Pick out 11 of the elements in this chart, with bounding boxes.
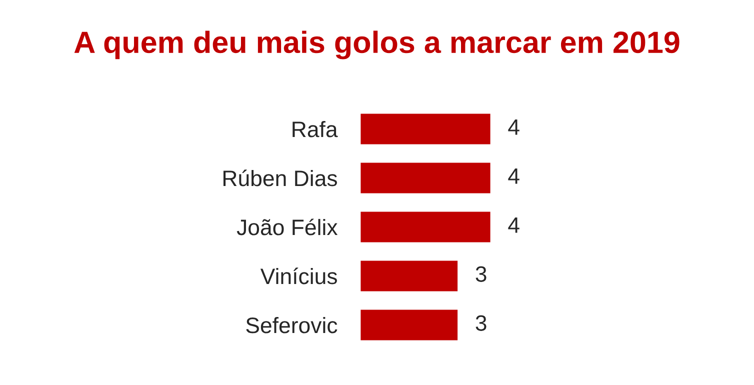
data-label: 4 bbox=[508, 217, 520, 233]
y-tick-label: Seferovic bbox=[246, 316, 338, 334]
y-tick-label: Vinícius bbox=[260, 268, 337, 284]
data-label: 4 bbox=[508, 168, 520, 184]
y-tick-label: João Félix bbox=[236, 218, 338, 236]
chart-title: A quem deu mais golos a marcar em 2019 bbox=[74, 30, 680, 60]
y-tick-label: Rúben Dias bbox=[223, 170, 337, 186]
data-label: 3 bbox=[476, 266, 486, 282]
data-label: 3 bbox=[476, 315, 486, 331]
data-label: 4 bbox=[508, 119, 520, 135]
y-tick-label: Rafa bbox=[292, 120, 338, 138]
